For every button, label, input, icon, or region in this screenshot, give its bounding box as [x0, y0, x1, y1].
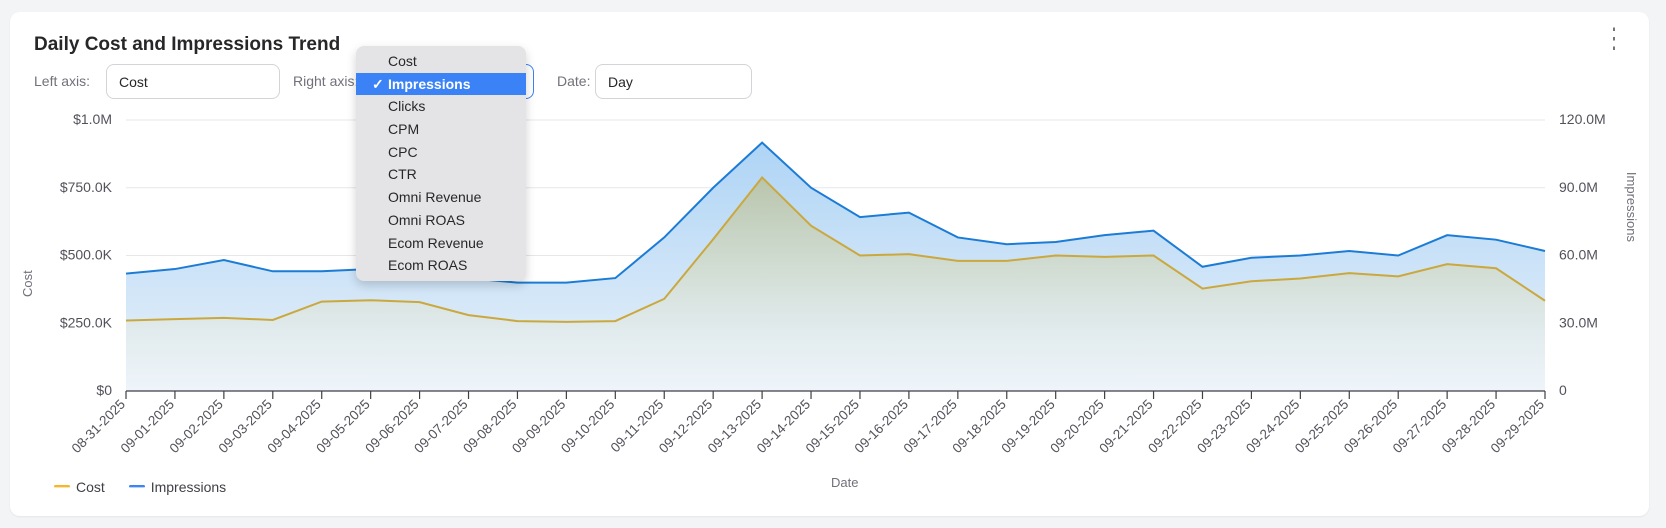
svg-text:09-10-2025: 09-10-2025 — [558, 397, 617, 456]
svg-text:$0: $0 — [96, 382, 112, 398]
svg-text:09-29-2025: 09-29-2025 — [1488, 397, 1547, 456]
svg-text:30.0M: 30.0M — [1559, 314, 1598, 330]
svg-text:$250.0K: $250.0K — [60, 314, 113, 330]
svg-text:90.0M: 90.0M — [1559, 179, 1598, 195]
svg-text:60.0M: 60.0M — [1559, 247, 1598, 263]
svg-text:0: 0 — [1559, 382, 1567, 398]
svg-text:$750.0K: $750.0K — [60, 179, 113, 195]
svg-text:120.0M: 120.0M — [1559, 111, 1606, 127]
svg-text:$500.0K: $500.0K — [60, 247, 113, 263]
svg-text:$1.0M: $1.0M — [73, 111, 112, 127]
